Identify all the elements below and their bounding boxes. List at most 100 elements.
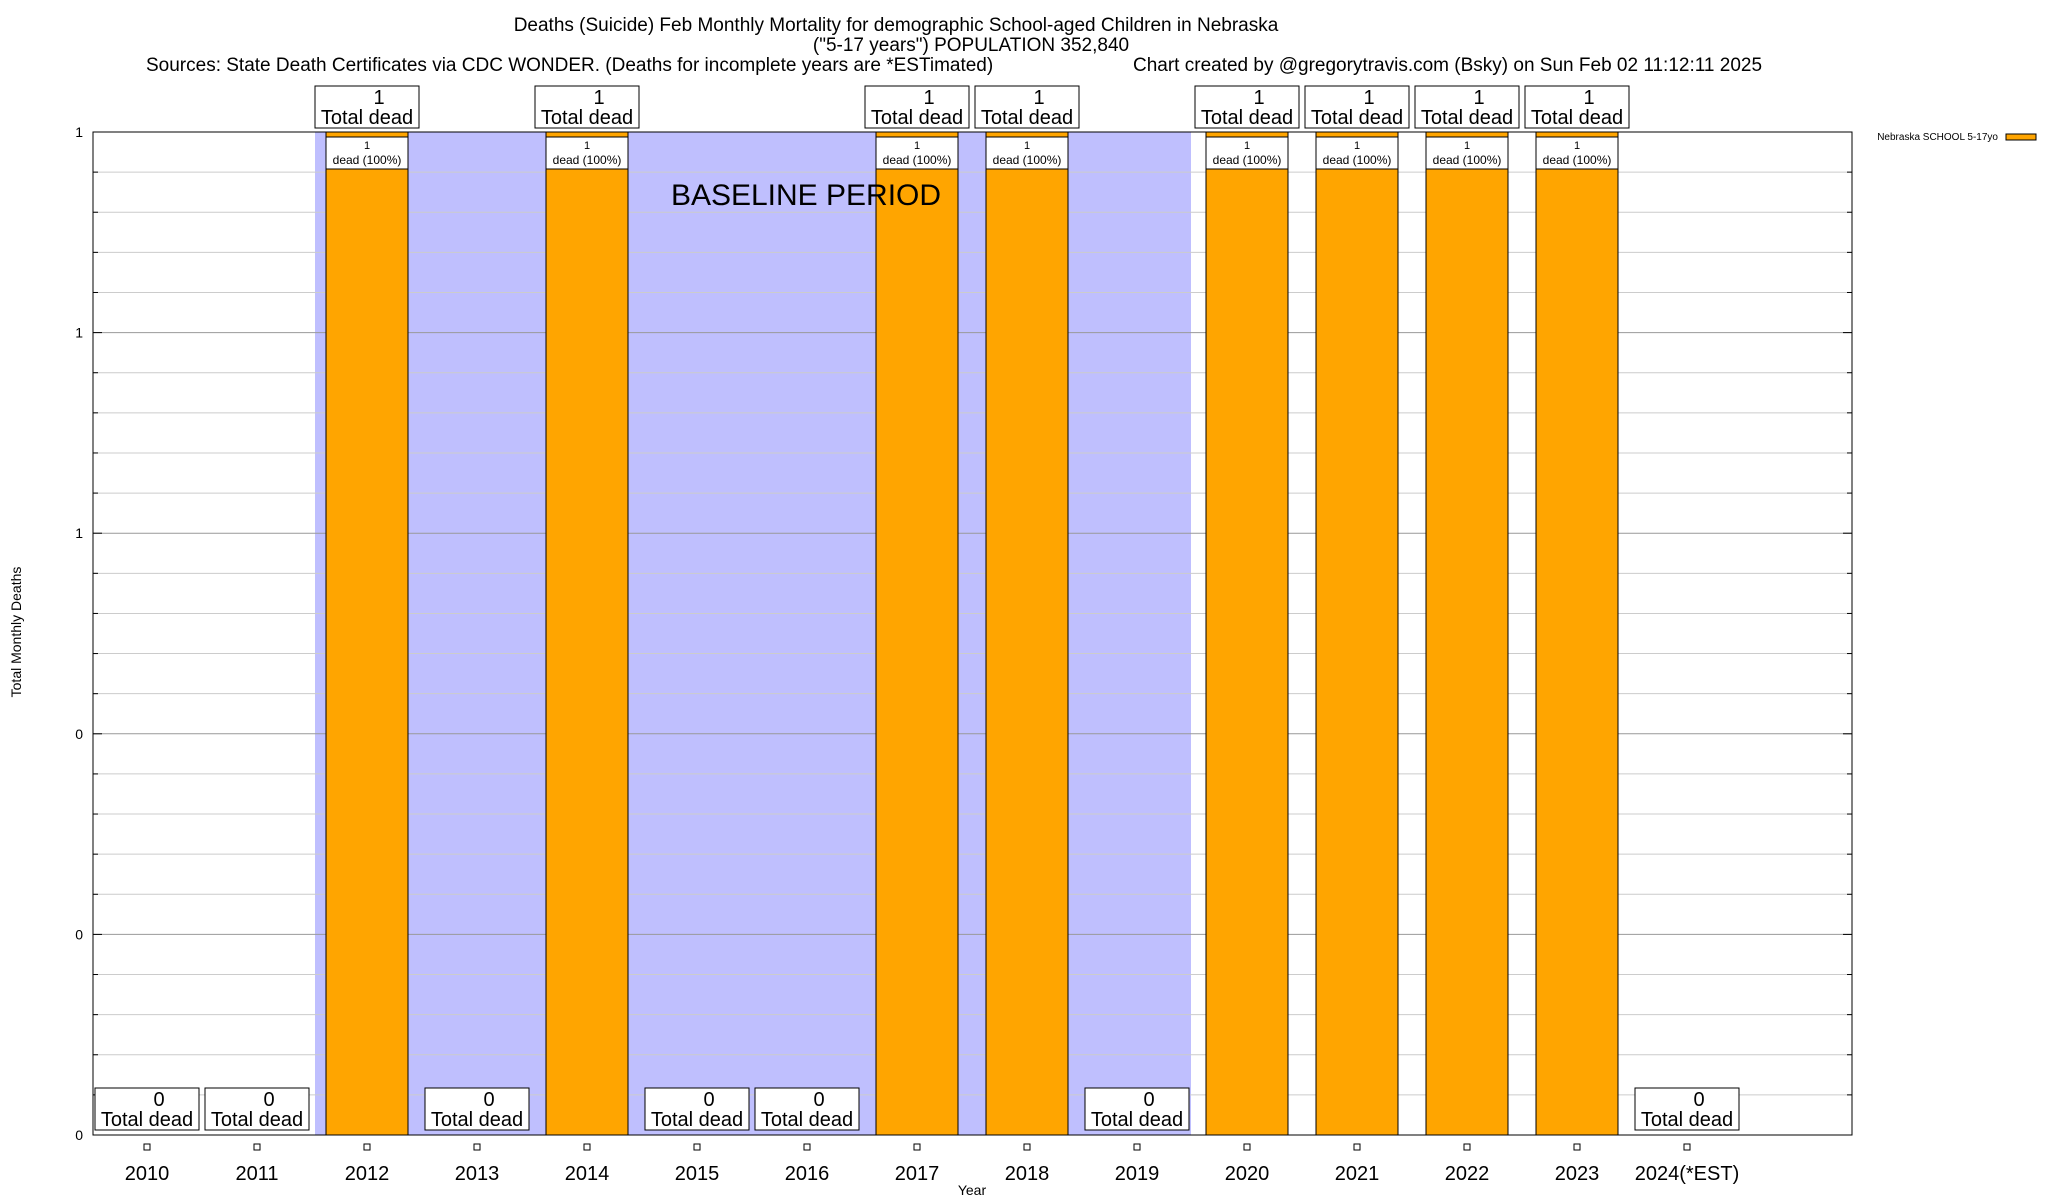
total-count-2019: 0 [1143,1089,1154,1111]
x-tick-marker-2018 [1023,1143,1031,1151]
y-axis-label: Total Monthly Deaths [8,567,24,698]
chart-title-line-1: Deaths (Suicide) Feb Monthly Mortality f… [514,15,1279,36]
bar-inner-count-2018: 1 [1024,140,1030,152]
chart-credit: Chart created by @gregorytravis.com (Bsk… [1133,55,1762,76]
y-tick-label: 0 [75,926,83,942]
total-caption-2021: Total dead [1311,107,1403,129]
total-count-2013: 0 [483,1089,494,1111]
x-tick-marker-2015 [693,1143,701,1151]
bar-inner-label-box-2012 [325,136,409,170]
bar-inner-pct-2012: dead (100%) [333,153,402,167]
x-tick-marker-2023 [1573,1143,1581,1151]
legend-swatch [2005,133,2037,141]
x-tick-marker-2010 [143,1143,151,1151]
total-label-box-2014 [534,85,640,129]
total-label-box-2017 [864,85,970,129]
y-tick-label: 1 [75,525,83,541]
bar-inner-count-2023: 1 [1574,140,1580,152]
bar-inner-pct-2018: dead (100%) [993,153,1062,167]
plot-frame [92,131,1853,1136]
x-tick-label-2015: 2015 [675,1163,720,1185]
total-label-box-2016 [754,1087,860,1131]
total-label-box-2023 [1524,85,1630,129]
x-tick-label-2020: 2020 [1225,1163,1270,1185]
total-caption-2013: Total dead [431,1109,523,1131]
total-caption-2011: Total dead [211,1109,303,1131]
total-caption-2016: Total dead [761,1109,853,1131]
total-count-2015: 0 [703,1089,714,1111]
x-tick-marker-2017 [913,1143,921,1151]
bar-inner-label-box-2021 [1315,136,1399,170]
bar-inner-count-2022: 1 [1464,140,1470,152]
bar-2012 [325,131,409,1136]
total-count-2011: 0 [263,1089,274,1111]
total-label-box-2015 [644,1087,750,1131]
total-count-2021: 1 [1363,87,1374,109]
total-caption-2019: Total dead [1091,1109,1183,1131]
total-count-2022: 1 [1473,87,1484,109]
total-caption-2024-est: Total dead [1641,1109,1733,1131]
bar-inner-label-box-2020 [1205,136,1289,170]
x-tick-marker-2019 [1133,1143,1141,1151]
total-count-2017: 1 [923,87,934,109]
y-tick-label: 1 [75,325,83,341]
bar-2022 [1425,131,1509,1136]
total-label-box-2010 [94,1087,200,1131]
total-label-box-2021 [1304,85,1410,129]
x-tick-label-2010: 2010 [125,1163,170,1185]
x-tick-marker-2024-est [1683,1143,1691,1151]
total-label-box-2022 [1414,85,1520,129]
x-tick-marker-2013 [473,1143,481,1151]
bar-inner-pct-2014: dead (100%) [553,153,622,167]
x-tick-label-2019: 2019 [1115,1163,1160,1185]
y-tick-label: 0 [75,1127,83,1143]
total-count-2024-est: 0 [1693,1089,1704,1111]
total-caption-2015: Total dead [651,1109,743,1131]
x-tick-marker-2022 [1463,1143,1471,1151]
bar-inner-pct-2017: dead (100%) [883,153,952,167]
total-count-2014: 1 [593,87,604,109]
bar-2018 [985,131,1069,1136]
x-tick-label-2011: 2011 [235,1163,278,1185]
bar-inner-label-box-2017 [875,136,959,170]
total-caption-2010: Total dead [101,1109,193,1131]
total-label-box-2013 [424,1087,530,1131]
bar-inner-count-2014: 1 [584,140,590,152]
x-tick-label-2016: 2016 [785,1163,830,1185]
bar-inner-label-box-2018 [985,136,1069,170]
x-tick-label-2012: 2012 [345,1163,390,1185]
x-axis-label: Year [958,1182,987,1198]
chart-sources: Sources: State Death Certificates via CD… [146,55,993,76]
x-tick-label-2022: 2022 [1445,1163,1490,1185]
total-caption-2022: Total dead [1421,107,1513,129]
total-label-box-2020 [1194,85,1300,129]
x-tick-label-2021: 2021 [1335,1163,1380,1185]
x-tick-label-2024-est: 2024(*EST) [1635,1163,1740,1185]
bar-inner-label-box-2022 [1425,136,1509,170]
x-tick-marker-2020 [1243,1143,1251,1151]
total-caption-2014: Total dead [541,107,633,129]
bar-inner-pct-2023: dead (100%) [1543,153,1612,167]
bar-inner-count-2017: 1 [914,140,920,152]
total-label-box-2018 [974,85,1080,129]
x-tick-marker-2012 [363,1143,371,1151]
bar-2023 [1535,131,1619,1136]
bar-inner-count-2021: 1 [1354,140,1360,152]
bar-inner-label-box-2014 [545,136,629,170]
total-label-box-2011 [204,1087,310,1131]
total-label-box-2024-est [1634,1087,1740,1131]
total-caption-2017: Total dead [871,107,963,129]
x-tick-marker-2016 [803,1143,811,1151]
total-caption-2023: Total dead [1531,107,1623,129]
bar-2017 [875,131,959,1136]
bar-2021 [1315,131,1399,1136]
bar-inner-pct-2022: dead (100%) [1433,153,1502,167]
bar-2014 [545,131,629,1136]
x-tick-label-2023: 2023 [1555,1163,1600,1185]
bar-inner-pct-2021: dead (100%) [1323,153,1392,167]
y-tick-label: 0 [75,726,83,742]
total-count-2020: 1 [1253,87,1264,109]
total-count-2023: 1 [1583,87,1594,109]
x-tick-label-2017: 2017 [895,1163,940,1185]
